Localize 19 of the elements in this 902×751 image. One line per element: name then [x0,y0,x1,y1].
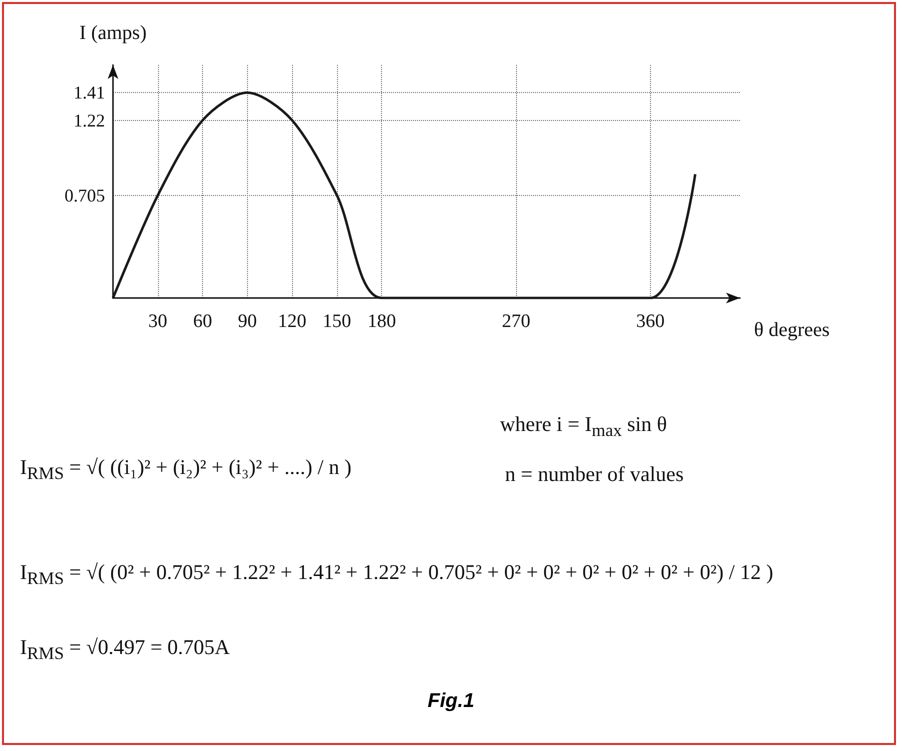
y-axis-title: I (amps) [79,22,147,44]
x-tick-label: 30 [148,311,168,332]
text: n = number of values [505,462,684,487]
x-tick-label: 120 [278,311,306,332]
text: I$_{RMS}$ = √0.497 = 0.705A [20,635,230,664]
x-tick-label: 90 [238,311,257,332]
y-tick-label: 1.41 [74,82,105,103]
text: I$_{RMS}$ = √( ((i₁)² + (i₂)² + (i₃)² + ....) / n ) [20,455,352,484]
text: I$_{RMS}$ = √( (0² + 0.705² + 1.22² + 1.41² + 1.22² + 0.705² + 0² + 0² + 0² + 0² + 0² + 0²) / 12 ) [20,560,774,590]
text: where i = I$_{max}$ sin θ [500,412,667,442]
x-axis-title: θ degrees [754,319,830,341]
text: Fig.1 [426,690,476,713]
x-tick-label: 180 [367,311,396,332]
y-tick-label: 0.705 [64,185,105,206]
x-tick-label: 270 [502,311,530,332]
x-tick-label: 150 [322,311,352,332]
x-tick-label: 360 [636,311,665,332]
y-tick-label: 1.22 [74,110,105,130]
x-tick-label: 60 [193,311,212,332]
